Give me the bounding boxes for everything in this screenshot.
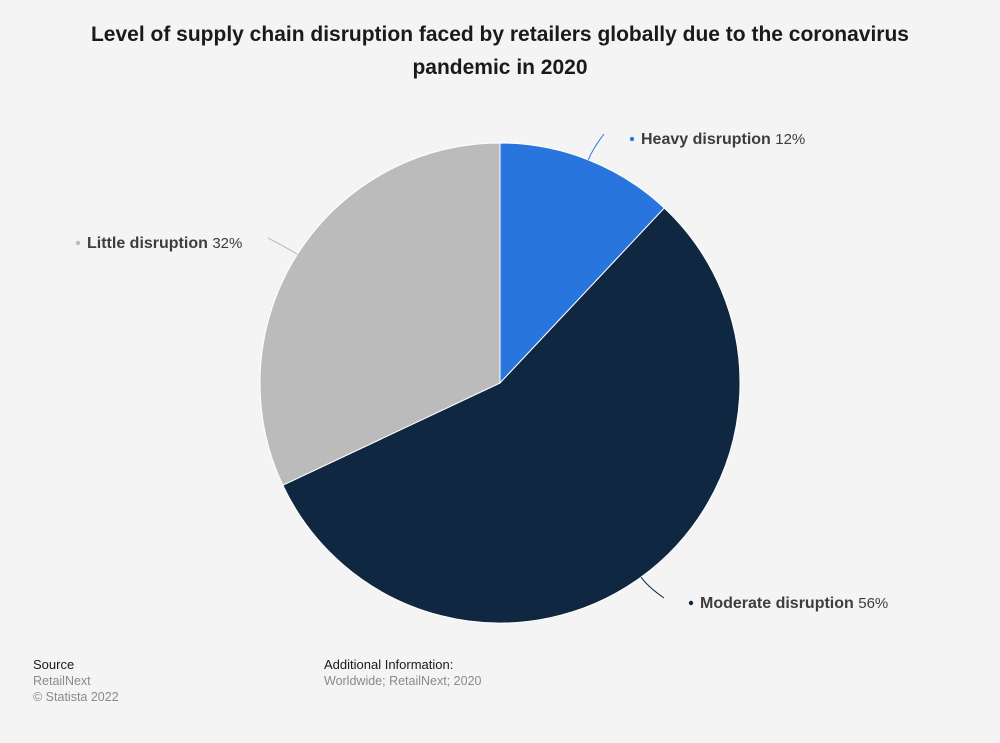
source-block: Source RetailNext © Statista 2022 (33, 657, 119, 705)
slice-label: Heavy disruption 12% (641, 131, 805, 148)
slice-label-name: Moderate disruption (700, 595, 858, 612)
label-bullet (688, 600, 694, 606)
connector-line (587, 133, 605, 161)
connector-line (267, 237, 298, 255)
label-bullet (75, 240, 81, 246)
pie-slice-heavy-disruption[interactable] (499, 142, 665, 385)
additional-info-text: Worldwide; RetailNext; 2020 (324, 674, 482, 688)
source-name[interactable]: RetailNext (33, 674, 91, 688)
connector-line (640, 576, 665, 599)
slice-label-value: 12% (775, 131, 805, 148)
pie-slice-little-disruption[interactable] (259, 142, 501, 486)
slice-label: Moderate disruption 56% (700, 595, 888, 612)
slice-label: Little disruption 32% (87, 235, 242, 252)
additional-info-block: Additional Information: Worldwide; Retai… (324, 657, 481, 689)
slice-label-name: Heavy disruption (641, 131, 775, 148)
additional-info-heading: Additional Information: (324, 657, 454, 672)
slice-label-value: 32% (212, 235, 242, 252)
label-bullet (629, 136, 635, 142)
chart-title: Level of supply chain disruption faced b… (90, 23, 909, 79)
slice-label-value: 56% (858, 595, 888, 612)
source-heading: Source (33, 657, 75, 672)
copyright: © Statista 2022 (33, 690, 119, 704)
slice-label-name: Little disruption (87, 235, 212, 252)
